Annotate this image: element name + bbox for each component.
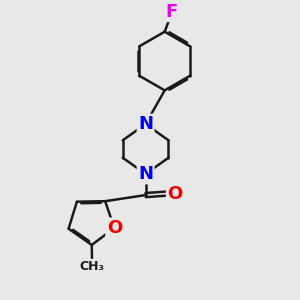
- Text: N: N: [138, 165, 153, 183]
- Text: F: F: [166, 3, 178, 21]
- Text: N: N: [138, 115, 153, 133]
- Text: CH₃: CH₃: [80, 260, 105, 273]
- Text: O: O: [107, 219, 122, 237]
- Text: O: O: [167, 184, 183, 202]
